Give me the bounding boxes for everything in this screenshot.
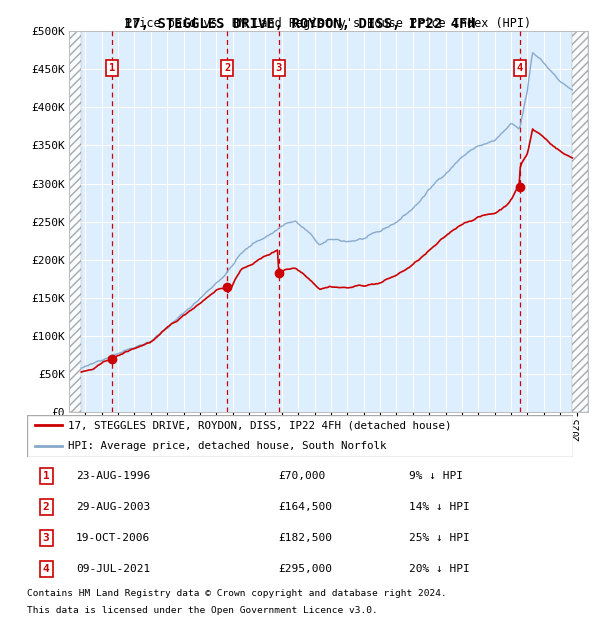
Text: 3: 3 <box>43 533 49 543</box>
Text: 17, STEGGLES DRIVE, ROYDON, DISS, IP22 4FH: 17, STEGGLES DRIVE, ROYDON, DISS, IP22 4… <box>124 17 476 32</box>
Text: HPI: Average price, detached house, South Norfolk: HPI: Average price, detached house, Sout… <box>68 441 386 451</box>
Text: 17, STEGGLES DRIVE, ROYDON, DISS, IP22 4FH (detached house): 17, STEGGLES DRIVE, ROYDON, DISS, IP22 4… <box>68 420 451 430</box>
Text: £182,500: £182,500 <box>278 533 332 543</box>
Title: Price paid vs. HM Land Registry's House Price Index (HPI): Price paid vs. HM Land Registry's House … <box>125 17 532 30</box>
Text: 19-OCT-2006: 19-OCT-2006 <box>76 533 151 543</box>
Text: £70,000: £70,000 <box>278 471 325 481</box>
Text: 2: 2 <box>43 502 49 512</box>
Bar <box>572 31 588 412</box>
Text: 23-AUG-1996: 23-AUG-1996 <box>76 471 151 481</box>
Text: 3: 3 <box>275 63 281 73</box>
Text: 2: 2 <box>224 63 230 73</box>
Text: 29-AUG-2003: 29-AUG-2003 <box>76 502 151 512</box>
Text: 1: 1 <box>43 471 49 481</box>
Text: 9% ↓ HPI: 9% ↓ HPI <box>409 471 463 481</box>
Text: 4: 4 <box>517 63 523 73</box>
Text: 14% ↓ HPI: 14% ↓ HPI <box>409 502 470 512</box>
Text: 1: 1 <box>109 63 116 73</box>
Text: £295,000: £295,000 <box>278 564 332 574</box>
Text: This data is licensed under the Open Government Licence v3.0.: This data is licensed under the Open Gov… <box>27 606 378 616</box>
Text: £164,500: £164,500 <box>278 502 332 512</box>
Text: 20% ↓ HPI: 20% ↓ HPI <box>409 564 470 574</box>
Bar <box>69 31 81 412</box>
Text: Contains HM Land Registry data © Crown copyright and database right 2024.: Contains HM Land Registry data © Crown c… <box>27 589 447 598</box>
Text: 4: 4 <box>43 564 49 574</box>
Text: 09-JUL-2021: 09-JUL-2021 <box>76 564 151 574</box>
Text: 25% ↓ HPI: 25% ↓ HPI <box>409 533 470 543</box>
